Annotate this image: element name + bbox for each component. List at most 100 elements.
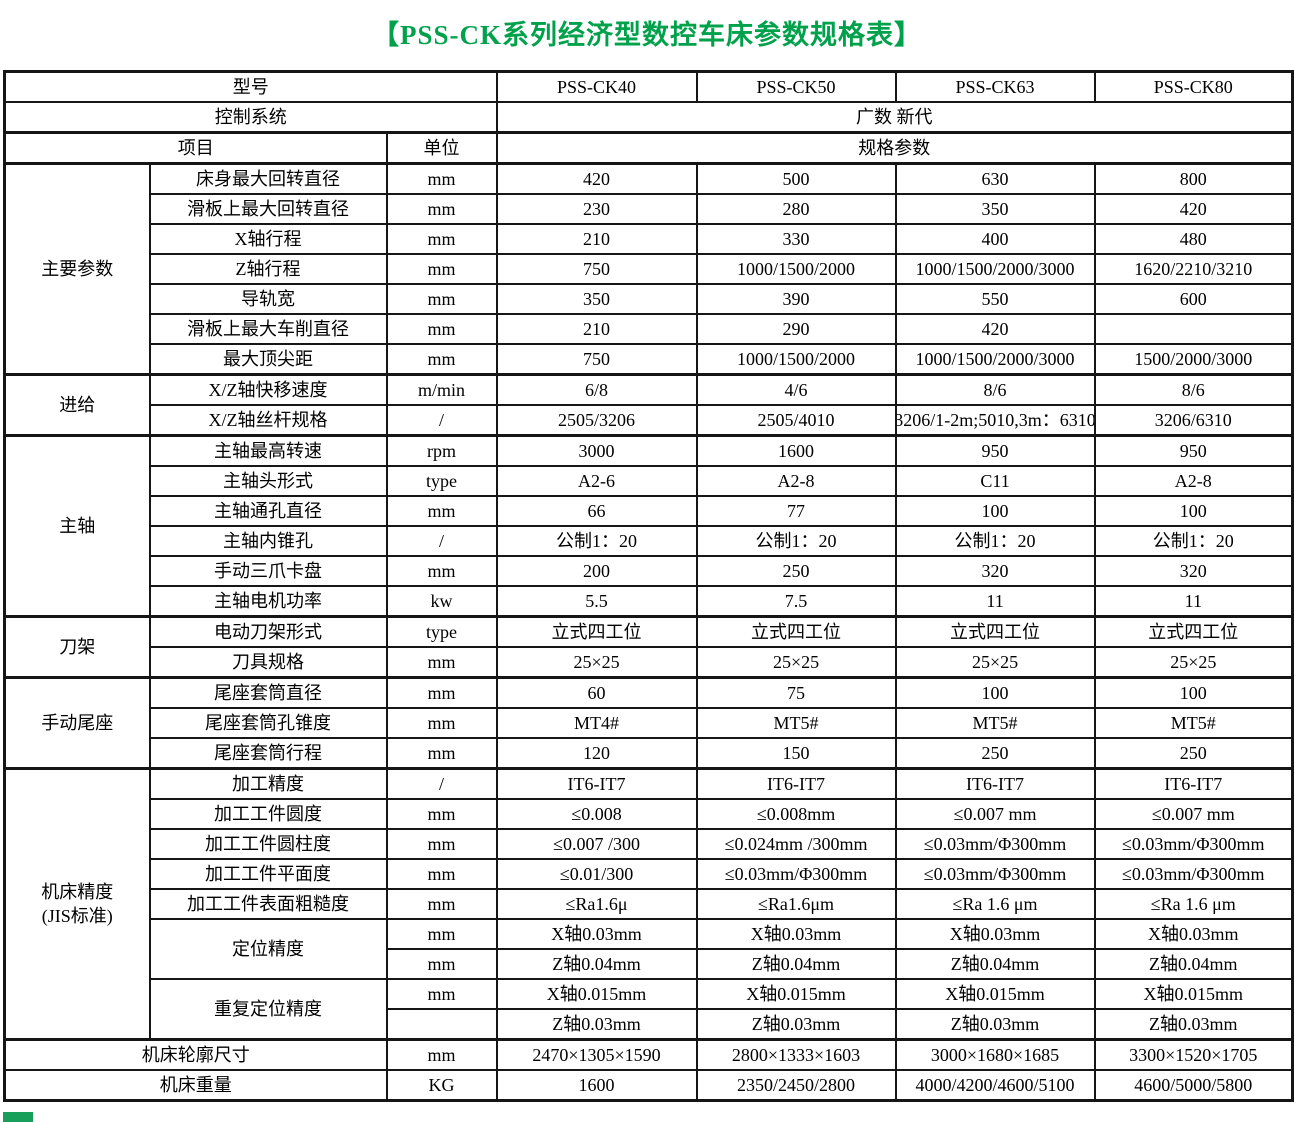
value-cell: 8/6 <box>894 373 1096 406</box>
model-name-cell: PSS-CK40 <box>495 70 698 103</box>
value-cell: X轴0.015mm <box>894 978 1096 1010</box>
spec-row: 重复定位精度 mm X轴0.015mm X轴0.015mm X轴0.015mm … <box>5 978 1294 1041</box>
unit-cell: mm <box>385 253 498 285</box>
unit-cell: kw <box>385 585 498 618</box>
item-label-cell: 主轴内锥孔 <box>148 525 388 557</box>
value-cell: Z轴0.03mm <box>894 1008 1096 1041</box>
item-label-cell: X轴行程 <box>148 223 388 255</box>
value-cell: 1000/1500/2000/3000 <box>894 253 1096 285</box>
spec-header-cell: 规格参数 <box>495 131 1294 165</box>
group-label-cell: 主轴 <box>3 434 151 618</box>
unit-cell: mm <box>385 193 498 225</box>
spec-row: 加工工件圆柱度 mm ≤0.007 /300 ≤0.024mm /300mm ≤… <box>5 828 1294 860</box>
spec-row: 定位精度 mm X轴0.03mm X轴0.03mm X轴0.03mm X轴0.0… <box>5 918 1294 980</box>
unit-cell: type <box>385 615 498 648</box>
unit-cell: mm <box>385 1038 498 1071</box>
value-cell: C11 <box>894 465 1096 497</box>
value-cell: 立式四工位 <box>1093 615 1294 648</box>
value-cell: 250 <box>695 555 897 587</box>
item-label-cell: 定位精度 <box>148 918 388 980</box>
unit-cell: mm <box>385 313 498 345</box>
spec-row: 机床精度 (JIS标准) 加工精度 / IT6-IT7 IT6-IT7 IT6-… <box>3 767 1294 1041</box>
value-cell: ≤0.007 mm <box>1093 798 1294 830</box>
value-cell: X轴0.015mm <box>495 978 698 1010</box>
value-cell: 4600/5000/5800 <box>1093 1069 1294 1102</box>
value-cell: 公制1：20 <box>695 525 897 557</box>
value-cell: 320 <box>894 555 1096 587</box>
value-cell: 330 <box>695 223 897 255</box>
item-label-cell: 尾座套筒行程 <box>148 737 388 770</box>
value-cell: 立式四工位 <box>495 615 698 648</box>
value-cell: X轴0.03mm <box>695 918 897 950</box>
item-label-cell: 导轨宽 <box>148 283 388 315</box>
model-label-cell: 型号 <box>3 70 498 103</box>
value-cell: ≤0.03mm/Φ300mm <box>894 828 1096 860</box>
value-cell: Z轴0.03mm <box>695 1008 897 1041</box>
column-header-row: 项目 单位 规格参数 <box>3 131 1294 165</box>
value-cell: ≤Ra 1.6 μm <box>894 888 1096 920</box>
value-cell: 3000×1680×1685 <box>894 1038 1096 1071</box>
spec-row: 最大顶尖距 mm 750 1000/1500/2000 1000/1500/20… <box>5 343 1294 376</box>
value-cell: ≤0.008 <box>495 798 698 830</box>
spec-row: 主轴 主轴最高转速 rpm 3000 1600 950 950 <box>3 434 1294 618</box>
value-cell: 320 <box>1093 555 1294 587</box>
control-label-cell: 控制系统 <box>3 101 498 134</box>
value-cell: 100 <box>894 495 1096 527</box>
value-cell: 1500/2000/3000 <box>1093 343 1294 376</box>
value-cell: 5.5 <box>495 585 698 618</box>
green-marker <box>3 1112 33 1122</box>
unit-cell: / <box>385 525 498 557</box>
spec-row: 滑板上最大车削直径 mm 210 290 420 <box>5 313 1294 345</box>
item-label-cell: 手动三爪卡盘 <box>148 555 388 587</box>
value-cell: 立式四工位 <box>894 615 1096 648</box>
item-label-cell: 主轴最高转速 <box>148 434 388 467</box>
value-cell: 1600 <box>695 434 897 467</box>
value-cell: MT5# <box>695 707 897 739</box>
value-cell: 1000/1500/2000/3000 <box>894 343 1096 376</box>
unit-cell: / <box>385 767 498 800</box>
value-cell: 290 <box>695 313 897 345</box>
value-cell: 210 <box>495 223 698 255</box>
value-cell: 750 <box>495 253 698 285</box>
model-header-row: 型号 PSS-CK40 PSS-CK50 PSS-CK63 PSS-CK80 <box>3 70 1294 103</box>
unit-cell: KG <box>385 1069 498 1102</box>
value-cell: ≤0.007 mm <box>894 798 1096 830</box>
item-label-cell: 刀具规格 <box>148 646 388 679</box>
spec-row: 刀架 电动刀架形式 type 立式四工位 立式四工位 立式四工位 立式四工位 <box>3 615 1294 679</box>
value-cell: 150 <box>695 737 897 770</box>
value-cell: ≤0.024mm /300mm <box>695 828 897 860</box>
value-cell: 250 <box>1093 737 1294 770</box>
item-label-cell: Z轴行程 <box>148 253 388 285</box>
value-cell: Z轴0.04mm <box>695 948 897 980</box>
value-cell: 100 <box>894 676 1096 709</box>
value-cell: ≤0.008mm <box>695 798 897 830</box>
unit-cell: rpm <box>385 434 498 467</box>
unit-cell: / <box>385 404 498 437</box>
value-cell <box>1093 313 1294 345</box>
unit-cell: mm <box>385 343 498 376</box>
value-cell: 420 <box>1093 193 1294 225</box>
value-cell: 2470×1305×1590 <box>495 1038 698 1071</box>
value-cell: 210 <box>495 313 698 345</box>
unit-cell: mm <box>385 707 498 739</box>
value-cell: 100 <box>1093 676 1294 709</box>
item-label-cell: 主轴电机功率 <box>148 585 388 618</box>
value-cell: 480 <box>1093 223 1294 255</box>
value-cell: ≤Ra1.6μ <box>495 888 698 920</box>
spec-row: 手动尾座 尾座套筒直径 mm 60 75 100 100 <box>3 676 1294 770</box>
value-cell: ≤0.03mm/Φ300mm <box>1093 858 1294 890</box>
unit-cell: mm <box>385 676 498 709</box>
value-cell: 390 <box>695 283 897 315</box>
value-cell: IT6-IT7 <box>1093 767 1294 800</box>
value-cell: ≤Ra 1.6 μm <box>1093 888 1294 920</box>
value-cell: 3000 <box>495 434 698 467</box>
value-cell: 1600 <box>495 1069 698 1102</box>
group-label-cell: 主要参数 <box>3 162 151 376</box>
item-label-cell: 加工工件表面粗糙度 <box>148 888 388 920</box>
value-cell: MT5# <box>1093 707 1294 739</box>
value-cell: 230 <box>495 193 698 225</box>
value-cell: ≤Ra1.6μm <box>695 888 897 920</box>
model-name-cell: PSS-CK63 <box>894 70 1096 103</box>
value-cell: 公制1：20 <box>894 525 1096 557</box>
value-cell: 100 <box>1093 495 1294 527</box>
